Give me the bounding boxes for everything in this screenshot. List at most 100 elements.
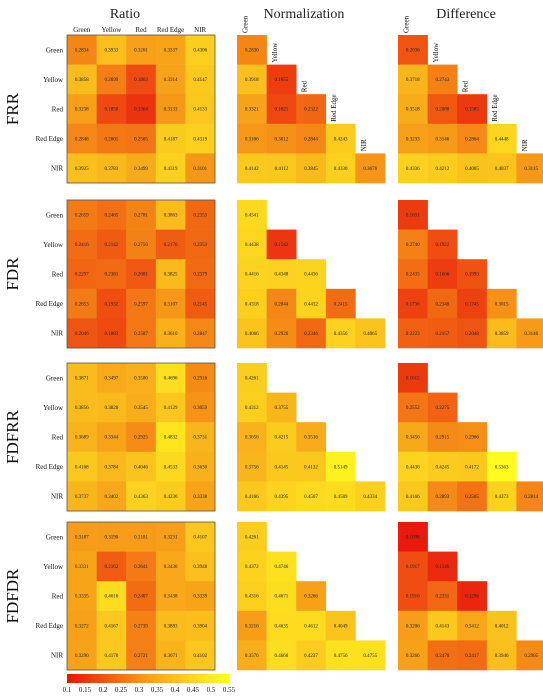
cell-fdr-ratio-3-0 (67, 288, 97, 319)
cell-value-frr-normalization-3-0: 0.3106 (245, 137, 259, 142)
cell-frr-difference-2-2 (457, 94, 488, 125)
cell-fdfrr-ratio-0-3 (155, 363, 186, 393)
cell-fdfrr-ratio-3-4 (185, 451, 216, 482)
cell-value-fdfrr-ratio-0-1: 0.3497 (105, 377, 119, 382)
cell-fdfdr-ratio-2-4 (185, 581, 216, 612)
y-label-fdr-nir: NIR (51, 330, 63, 338)
cell-frr-ratio-0-3 (155, 35, 186, 65)
cell-fdfrr-normalization-2-1 (266, 422, 297, 453)
cell-value-fdfrr-difference-3-3: 0.5363 (495, 465, 509, 470)
cell-fdr-ratio-1-1 (96, 229, 127, 260)
cell-value-fdfdr-ratio-0-1: 0.3190 (105, 536, 119, 541)
cell-fdfrr-ratio-0-4 (185, 363, 216, 393)
cell-fdfrr-difference-1-0 (398, 392, 428, 423)
cell-value-fdfrr-normalization-4-1: 0.4395 (275, 495, 289, 500)
cell-value-fdfdr-ratio-1-0: 0.3331 (75, 565, 89, 570)
y-label-fdr-green: Green (46, 211, 64, 219)
cell-value-fdr-ratio-0-2: 0.2781 (134, 214, 148, 219)
cell-value-fdr-difference-4-3: 0.3859 (495, 332, 509, 337)
cell-value-fdr-normalization-2-2: 0.4436 (304, 273, 318, 278)
cell-value-fdr-difference-2-2: 0.1993 (465, 273, 479, 278)
panel-fdfrr-difference: 0.1615 0.2552 0.2275 0.3456 0.2915 0.2966 0.44… (398, 363, 543, 512)
cell-fdr-difference-4-0 (398, 318, 428, 349)
cell-value-fdfrr-difference-4-3: 0.4373 (495, 495, 509, 500)
cell-fdfdr-ratio-0-3 (155, 522, 186, 552)
cell-fdfdr-ratio-0-4 (185, 522, 216, 552)
panel-row-frr: FRR Green Yellow Red Red Edge NIR 0.2834 0.3933… (3, 15, 543, 184)
cell-fdr-ratio-4-4 (185, 318, 216, 349)
cell-value-frr-difference-2-0: 0.3518 (406, 108, 420, 113)
cell-fdr-ratio-3-3 (155, 288, 186, 319)
cell-value-fdr-ratio-1-3: 0.2176 (164, 243, 178, 248)
cell-value-fdr-difference-1-0: 0.2740 (406, 243, 420, 248)
cell-value-frr-ratio-0-2: 0.3261 (134, 49, 148, 54)
panel-fdfdr-normalization: 0.4261 0.4372 0.4746 0.4316 0.4671 0.3266 0.32… (237, 522, 386, 671)
cell-value-frr-ratio-1-2: 0.1863 (134, 78, 148, 83)
cell-frr-ratio-4-2 (126, 153, 157, 184)
cell-value-fdr-difference-3-0: 0.1736 (406, 302, 420, 307)
cell-value-fdr-difference-0-0: 0.1631 (406, 214, 420, 219)
cell-value-fdfdr-difference-3-0: 0.3206 (406, 624, 420, 629)
cell-value-frr-normalization-1-1: 0.1655 (275, 78, 289, 83)
x-label-green: Green (73, 26, 91, 34)
cell-value-fdfdr-normalization-4-3: 0.4756 (334, 654, 348, 659)
cell-frr-difference-4-3 (486, 153, 517, 184)
cell-value-fdfrr-ratio-1-4: 0.3059 (193, 406, 207, 411)
cell-value-fdfrr-difference-3-2: 0.4172 (465, 465, 479, 470)
cell-value-fdfdr-difference-4-3: 0.3946 (495, 654, 509, 659)
cell-value-fdfdr-ratio-0-2: 0.3181 (134, 536, 148, 541)
cell-value-fdr-normalization-4-4: 0.4065 (363, 332, 377, 337)
cell-fdfdr-difference-2-0 (398, 581, 428, 612)
cell-fdr-difference-3-2 (457, 288, 488, 319)
colorbar-tick-5: 0.35 (151, 686, 164, 694)
cell-fdr-ratio-3-2 (126, 288, 157, 319)
cell-frr-ratio-0-4 (185, 35, 216, 65)
cell-value-fdfrr-difference-2-1: 0.2915 (436, 436, 450, 441)
cell-value-fdfdr-difference-1-0: 0.1917 (406, 565, 420, 570)
cell-fdr-difference-1-0 (398, 229, 428, 260)
cell-frr-ratio-3-2 (126, 123, 157, 154)
cell-fdfrr-ratio-1-2 (126, 392, 157, 423)
cell-value-fdfrr-ratio-4-0: 0.3737 (75, 495, 89, 500)
panel-fdfdr-ratio: 0.3187 0.3190 0.3181 0.3231 0.4107 0.3331 0.21… (66, 521, 216, 671)
cell-value-fdr-ratio-3-3: 0.3107 (164, 302, 178, 307)
cell-value-fdfdr-difference-4-0: 0.3266 (406, 654, 420, 659)
colorbar-tick-8: 0.5 (207, 686, 216, 694)
cell-value-frr-difference-4-4: 0.3115 (524, 167, 538, 172)
cell-value-fdfrr-ratio-2-0: 0.3689 (75, 436, 89, 441)
cell-frr-difference-2-1 (427, 94, 458, 125)
cell-value-fdfrr-ratio-0-2: 0.3580 (134, 377, 148, 382)
cell-value-fdfrr-ratio-1-0: 0.3856 (75, 406, 89, 411)
ratio-frame-frr (66, 34, 216, 184)
cell-value-fdfdr-ratio-4-3: 0.3671 (164, 654, 178, 659)
cell-fdfdr-ratio-4-1 (96, 640, 127, 671)
cell-fdfrr-ratio-0-1 (96, 363, 127, 393)
cell-value-fdfdr-ratio-1-1: 0.2162 (105, 565, 119, 570)
cell-fdfrr-normalization-3-3 (325, 451, 356, 482)
cell-value-fdfrr-difference-3-1: 0.4245 (436, 465, 450, 470)
cell-value-fdr-ratio-1-2: 0.2756 (134, 243, 148, 248)
cell-value-fdfdr-ratio-0-0: 0.3187 (75, 536, 89, 541)
cell-value-fdr-difference-4-1: 0.2157 (436, 332, 450, 337)
cell-fdfrr-normalization-4-1 (266, 481, 297, 512)
cell-fdfrr-difference-4-4 (516, 481, 543, 512)
cell-fdfrr-ratio-2-2 (126, 422, 157, 453)
cell-fdfdr-ratio-3-2 (126, 610, 157, 641)
diag-label-difference-green: Green (402, 15, 410, 33)
cell-fdfrr-ratio-2-4 (185, 422, 216, 453)
y-label-frr-red-edge: Red Edge (36, 135, 63, 143)
heatmap-panels: FRR Green Yellow Red Red Edge NIR 0.2834 0.3933… (3, 15, 543, 671)
cell-frr-ratio-1-4 (185, 64, 216, 95)
cell-fdr-ratio-4-2 (126, 318, 157, 349)
panel-fdfdr-difference: 0.1098 0.1917 0.1346 0.1916 0.2331 0.1296 0.32… (398, 522, 543, 671)
cell-fdr-normalization-4-3 (325, 318, 356, 349)
diag-label-difference-nir: NIR (521, 139, 529, 151)
cell-value-fdfrr-difference-2-2: 0.2966 (465, 436, 479, 441)
cell-fdfrr-normalization-2-0 (237, 422, 267, 453)
cell-fdfdr-difference-3-3 (486, 610, 517, 641)
cell-fdfdr-ratio-3-1 (96, 610, 127, 641)
cell-frr-normalization-4-0 (237, 153, 267, 184)
cell-value-fdr-ratio-4-0: 0.2046 (75, 332, 89, 337)
cell-frr-difference-3-1 (427, 123, 458, 154)
